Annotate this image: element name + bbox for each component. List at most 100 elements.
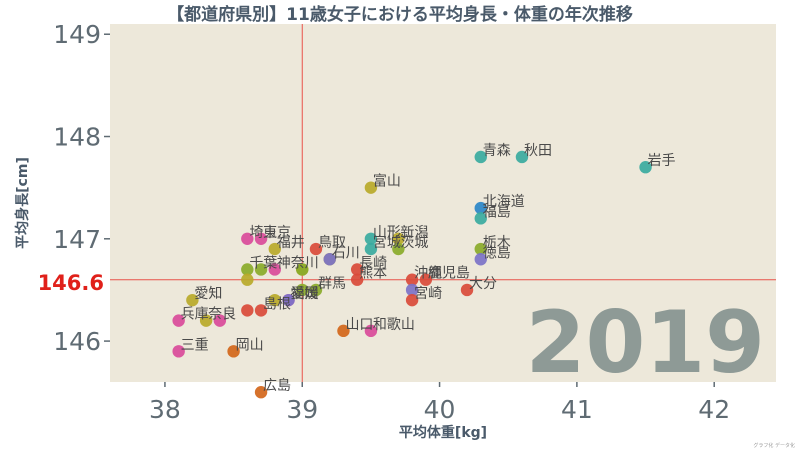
point-label: 神奈川 <box>277 255 319 271</box>
point-label: 新潟 <box>400 225 428 241</box>
point-label: 埼玉 <box>249 225 277 241</box>
point-label: 兵庫 <box>181 306 209 323</box>
data-point-愛知 <box>186 293 199 307</box>
x-tick-label: 40 <box>424 395 456 424</box>
point-label: 宮城 <box>373 235 401 251</box>
data-point-青森 <box>474 150 487 164</box>
point-label: 青森 <box>483 143 511 159</box>
point-label: 福岡 <box>291 286 319 302</box>
data-point-長崎 <box>350 263 364 276</box>
y-axis-ticks: 146 147 148 149 <box>53 20 110 356</box>
data-point-愛媛 <box>282 293 295 307</box>
data-point-山口 <box>337 324 350 338</box>
data-point-千葉 <box>241 263 254 276</box>
point-label: 富山 <box>373 173 401 190</box>
data-point-秋田 <box>515 150 529 164</box>
point-label: 愛媛 <box>291 286 319 302</box>
data-point-島根 <box>254 304 268 317</box>
data-point-静岡 <box>241 273 254 286</box>
point-label: 宮崎 <box>414 286 442 302</box>
data-point-宮城 <box>364 242 378 256</box>
point-label: 三重 <box>181 337 209 353</box>
point-label: 徳島 <box>483 245 511 261</box>
point-label: 千葉 <box>249 255 277 271</box>
point-label: 和歌山 <box>373 317 415 333</box>
point-label: 長崎 <box>359 255 387 271</box>
data-point-岩手 <box>639 161 652 174</box>
data-points <box>172 150 652 399</box>
data-point-福井 <box>268 242 281 256</box>
data-point-大阪 <box>241 304 254 317</box>
data-point-山形 <box>364 232 378 245</box>
chart-title: 【都道府県別】11歳女子における平均身長・体重の年次推移 <box>167 4 633 25</box>
x-tick-label: 38 <box>149 395 181 424</box>
point-label: 石川 <box>332 245 360 261</box>
data-point-群馬 <box>309 283 323 297</box>
point-label: 福島 <box>483 204 511 220</box>
data-point-徳島 <box>474 253 487 266</box>
data-point-長野 <box>254 263 268 276</box>
data-point-新潟 <box>392 232 405 245</box>
data-point-埼玉 <box>241 232 254 245</box>
data-point-広島 <box>254 386 268 399</box>
point-label: 広島 <box>263 378 291 394</box>
point-label: 北海道 <box>483 194 525 210</box>
point-label: 福井 <box>277 235 305 251</box>
data-point-和歌山 <box>364 324 378 338</box>
point-label: 岩手 <box>648 153 676 169</box>
x-axis-ticks: 38 39 40 41 42 <box>149 382 730 424</box>
data-point-佐賀 <box>405 283 419 297</box>
point-label: 愛知 <box>194 285 222 302</box>
point-label: 大分 <box>469 276 497 292</box>
data-point-奈良 <box>199 314 213 327</box>
data-point-栃木 <box>474 242 487 256</box>
data-point-高知 <box>296 283 309 297</box>
data-point-京都 <box>213 314 227 327</box>
point-label: 奈良 <box>208 307 236 323</box>
data-point-三重 <box>172 345 185 358</box>
x-tick-label: 41 <box>561 395 593 424</box>
point-label: 島根 <box>263 296 291 312</box>
point-label: 茨城 <box>400 235 428 251</box>
data-point-鳥取 <box>309 242 323 256</box>
data-point-富山 <box>364 181 378 194</box>
data-point-沖縄 <box>405 273 419 286</box>
x-tick-label: 42 <box>698 395 730 424</box>
data-point-岡山 <box>227 345 240 358</box>
point-label: 栃木 <box>483 235 511 251</box>
year-watermark: 2019 <box>526 293 765 393</box>
data-point-福島 <box>474 212 487 225</box>
data-point-香川 <box>323 253 336 266</box>
data-point-熊本 <box>350 273 364 286</box>
data-point-東京 <box>254 232 268 245</box>
point-label: 岡山 <box>236 337 264 353</box>
data-point-大分 <box>460 283 474 297</box>
data-point-岐阜 <box>268 293 281 307</box>
data-point-北海道 <box>474 201 487 215</box>
y-tick-label: 149 <box>53 20 101 49</box>
credit-text: グラフ化 データ化 <box>753 442 795 449</box>
y-tick-label: 146 <box>53 327 101 356</box>
point-label: 鹿児島 <box>428 265 470 282</box>
y-tick-label: 148 <box>53 123 101 152</box>
data-point-神奈川 <box>268 263 281 276</box>
data-point-茨城 <box>392 242 405 256</box>
data-point-宮崎 <box>405 293 419 307</box>
data-point-山梨 <box>296 263 309 276</box>
point-label: 鳥取 <box>318 235 346 251</box>
y-tick-label: 147 <box>53 225 101 254</box>
point-label: 群馬 <box>318 276 346 292</box>
reference-lines <box>110 24 776 382</box>
point-label: 山口 <box>345 317 373 333</box>
point-label: 熊本 <box>359 266 387 282</box>
data-point-鹿児島 <box>419 273 433 286</box>
point-label: 山形 <box>373 225 401 241</box>
data-point-兵庫 <box>172 314 185 327</box>
y-axis-label: 平均身長[cm] <box>14 157 31 249</box>
reference-y-label: 146.6 <box>38 271 104 295</box>
x-axis-label: 平均体重[kg] <box>399 424 487 441</box>
x-tick-label: 39 <box>286 395 318 424</box>
point-label: 秋田 <box>524 143 552 159</box>
